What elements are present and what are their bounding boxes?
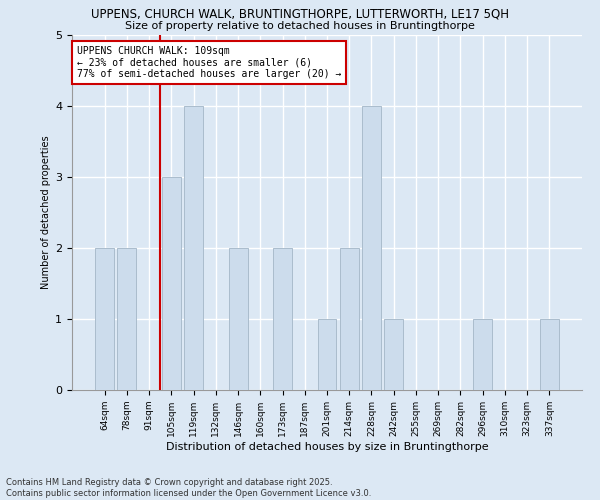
Bar	[95, 248, 114, 390]
Bar	[118, 248, 136, 390]
Text: UPPENS, CHURCH WALK, BRUNTINGTHORPE, LUTTERWORTH, LE17 5QH: UPPENS, CHURCH WALK, BRUNTINGTHORPE, LUT…	[91, 8, 509, 20]
Text: UPPENS CHURCH WALK: 109sqm
← 23% of detached houses are smaller (6)
77% of semi-: UPPENS CHURCH WALK: 109sqm ← 23% of deta…	[77, 46, 341, 79]
Bar	[540, 319, 559, 390]
Y-axis label: Number of detached properties: Number of detached properties	[41, 136, 51, 290]
Bar	[162, 177, 181, 390]
Bar	[340, 248, 359, 390]
Bar	[273, 248, 292, 390]
Bar	[184, 106, 203, 390]
Text: Contains HM Land Registry data © Crown copyright and database right 2025.
Contai: Contains HM Land Registry data © Crown c…	[6, 478, 371, 498]
Text: Size of property relative to detached houses in Bruntingthorpe: Size of property relative to detached ho…	[125, 21, 475, 31]
Bar	[229, 248, 248, 390]
Bar	[317, 319, 337, 390]
Bar	[384, 319, 403, 390]
X-axis label: Distribution of detached houses by size in Bruntingthorpe: Distribution of detached houses by size …	[166, 442, 488, 452]
Bar	[362, 106, 381, 390]
Bar	[473, 319, 492, 390]
